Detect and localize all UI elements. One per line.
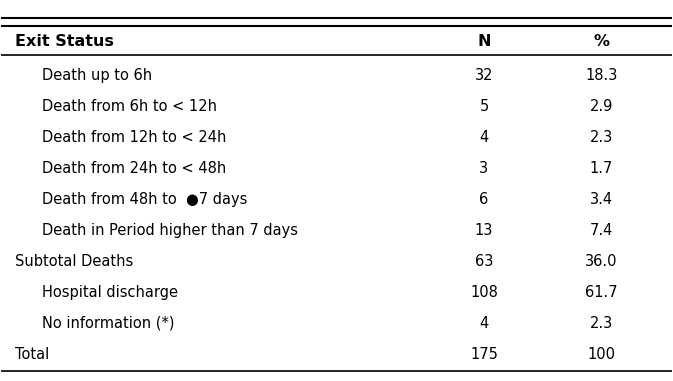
Text: 6: 6 — [479, 192, 489, 207]
Text: 18.3: 18.3 — [585, 68, 617, 83]
Text: 7.4: 7.4 — [590, 223, 613, 238]
Text: Total: Total — [15, 347, 49, 362]
Text: 100: 100 — [588, 347, 615, 362]
Text: 2.3: 2.3 — [590, 316, 613, 331]
Text: 3.4: 3.4 — [590, 192, 613, 207]
Text: 1.7: 1.7 — [590, 161, 613, 176]
Text: Death from 48h to  ●7 days: Death from 48h to ●7 days — [42, 192, 247, 207]
Text: 63: 63 — [474, 254, 493, 269]
Text: 4: 4 — [479, 130, 489, 145]
Text: N: N — [477, 34, 491, 49]
Text: 13: 13 — [474, 223, 493, 238]
Text: Death in Period higher than 7 days: Death in Period higher than 7 days — [42, 223, 297, 238]
Text: 2.3: 2.3 — [590, 130, 613, 145]
Text: Death from 24h to < 48h: Death from 24h to < 48h — [42, 161, 226, 176]
Text: 2.9: 2.9 — [590, 99, 613, 114]
Text: Exit Status: Exit Status — [15, 34, 114, 49]
Text: %: % — [593, 34, 609, 49]
Text: Hospital discharge: Hospital discharge — [42, 285, 178, 300]
Text: 32: 32 — [474, 68, 493, 83]
Text: 3: 3 — [479, 161, 489, 176]
Text: 4: 4 — [479, 316, 489, 331]
Text: 108: 108 — [470, 285, 498, 300]
Text: 5: 5 — [479, 99, 489, 114]
Text: No information (*): No information (*) — [42, 316, 174, 331]
Text: Subtotal Deaths: Subtotal Deaths — [15, 254, 133, 269]
Text: Death up to 6h: Death up to 6h — [42, 68, 151, 83]
Text: 175: 175 — [470, 347, 498, 362]
Text: Death from 6h to < 12h: Death from 6h to < 12h — [42, 99, 217, 114]
Text: Death from 12h to < 24h: Death from 12h to < 24h — [42, 130, 226, 145]
Text: 36.0: 36.0 — [585, 254, 618, 269]
Text: 61.7: 61.7 — [585, 285, 618, 300]
